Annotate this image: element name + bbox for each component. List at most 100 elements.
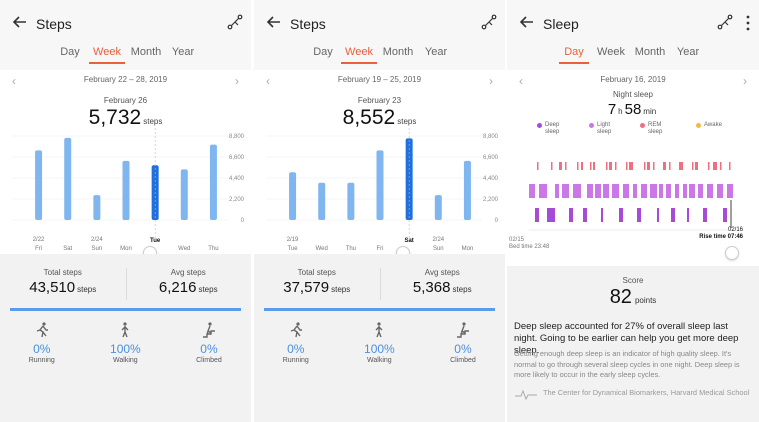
activity-climbed: 0% Climbed (167, 322, 251, 364)
rem-sleep-tick (669, 162, 671, 170)
chevron-left-icon[interactable]: ‹ (519, 74, 523, 88)
tab-day[interactable]: Day (564, 46, 584, 58)
light-sleep-segment (675, 184, 679, 198)
rise-time: 02/16 Rise time 07:46 (699, 227, 743, 241)
selected-steps-value: 5,732 (88, 106, 142, 129)
walking-icon (375, 322, 383, 338)
light-sleep-segment (587, 184, 593, 198)
x-tick-label: Mon (462, 246, 474, 252)
selected-steps-value: 8,552 (342, 106, 396, 129)
bed-time-label: Bed time 23:48 (509, 244, 550, 250)
rem-sleep-tick (708, 162, 710, 170)
page-title: Sleep (543, 16, 579, 32)
climbed-percent: 0% (454, 342, 472, 356)
tab-week[interactable]: Week (93, 46, 121, 58)
light-sleep-segment (666, 184, 671, 198)
chevron-right-icon[interactable]: › (489, 74, 493, 88)
light-sleep-segment (641, 184, 647, 198)
tab-year[interactable]: Year (171, 46, 195, 58)
legend-deep-sleep: Deep sleep (537, 122, 559, 136)
x-tick-label: Fri (35, 246, 42, 252)
bar-thu (347, 182, 355, 220)
x-tick-label: Wed (316, 246, 328, 252)
rem-sleep-tick (692, 162, 694, 170)
rem-sleep-segment (695, 162, 698, 170)
tab-year[interactable]: Year (424, 46, 448, 58)
walking-label: Walking (367, 357, 392, 364)
legend-rem-sleep: REM sleep (640, 122, 662, 136)
sleep-stage-chart[interactable] (507, 70, 759, 266)
activity-running: 0% Running (0, 322, 84, 364)
steps-chart-card: ‹ › February 19 – 25, 2019 February 23 8… (254, 70, 505, 260)
tab-month[interactable]: Month (382, 46, 414, 58)
climbing-icon (202, 322, 215, 338)
x-tick-label: Thu (346, 246, 356, 252)
deep-sleep-segment (723, 208, 727, 222)
rem-sleep-tick (615, 162, 617, 170)
app-header: Sleep (507, 0, 759, 44)
avg-steps-unit: steps (198, 285, 218, 294)
deep-sleep-segment (671, 208, 675, 222)
rem-sleep-tick (720, 162, 722, 170)
x-tick-label: Tue (150, 238, 161, 244)
tab-year[interactable]: Year (676, 46, 700, 58)
deep-sleep-segment (535, 208, 539, 222)
selected-steps: 5,732 steps (0, 106, 251, 130)
chart-scrubber-handle[interactable] (725, 246, 739, 260)
share-icon[interactable] (481, 14, 497, 30)
light-sleep-segment (603, 184, 609, 198)
y-tick-label: 4,400 (229, 176, 245, 182)
page-title: Steps (290, 16, 326, 32)
selected-steps: 8,552 steps (254, 106, 505, 130)
arrow-left-icon[interactable] (264, 12, 284, 32)
bar-sat (64, 137, 72, 220)
deep-sleep-segment (637, 208, 641, 222)
tab-day[interactable]: Day (313, 46, 333, 58)
activity-walking: 100% Walking (84, 322, 168, 364)
y-tick-label: 6,600 (229, 155, 245, 161)
deep-sleep-segment (601, 208, 603, 222)
share-icon[interactable] (717, 14, 733, 30)
share-icon[interactable] (227, 14, 243, 30)
night-sleep-label: Night sleep (612, 90, 654, 99)
score-unit: points (634, 296, 657, 305)
x-tick-label: Sat (404, 238, 413, 244)
rem-sleep-tick (577, 162, 579, 170)
arrow-left-icon[interactable] (517, 12, 537, 32)
avg-steps-label: Avg steps (424, 268, 460, 277)
app-header: Steps (0, 0, 251, 44)
chevron-left-icon[interactable]: ‹ (12, 74, 16, 88)
bar-thu (209, 144, 217, 220)
rem-sleep-segment (647, 162, 650, 170)
more-vertical-icon[interactable] (745, 14, 751, 32)
selected-steps-unit: steps (397, 117, 417, 126)
chevron-left-icon[interactable]: ‹ (266, 74, 270, 88)
tab-active-indicator (559, 62, 589, 64)
deep-sleep-segment (687, 208, 689, 222)
rise-time-label: Rise time 07:46 (699, 234, 743, 240)
source-attribution: The Center for Dynamical Biomarkers, Har… (543, 388, 750, 397)
tab-active-indicator (341, 62, 377, 64)
date-range: February 19 – 25, 2019 (337, 75, 422, 84)
deep-sleep-segment (569, 208, 573, 222)
tab-week[interactable]: Week (345, 46, 373, 58)
chevron-right-icon[interactable]: › (743, 74, 747, 88)
tab-week[interactable]: Week (597, 46, 625, 58)
arrow-left-icon[interactable] (10, 12, 30, 32)
deep-sleep-segment (703, 208, 707, 222)
steps-bar-chart[interactable]: 8,800 6,600 4,400 2,200 0 2/22 Fri Sat 2/24 Sun Mo… (0, 70, 251, 254)
avg-steps: Avg steps 5,368 steps (380, 268, 506, 296)
period-tabs: Day Week Month Year (254, 46, 505, 66)
rem-sleep-segment (629, 162, 633, 170)
sleep-duration: 7 h 58 min (507, 101, 759, 118)
tab-month[interactable]: Month (130, 46, 162, 58)
running-label: Running (282, 357, 309, 364)
bar-sun (93, 195, 101, 220)
total-steps-unit: steps (77, 285, 97, 294)
tab-day[interactable]: Day (60, 46, 80, 58)
steps-bar-chart[interactable]: 8,800 6,600 4,400 2,200 0 2/19 Tue Wed Thu Fri Sat… (254, 70, 505, 254)
tab-month[interactable]: Month (634, 46, 666, 58)
chevron-right-icon[interactable]: › (235, 74, 239, 88)
bar-wed (180, 169, 188, 220)
light-sleep-segment (717, 184, 723, 198)
